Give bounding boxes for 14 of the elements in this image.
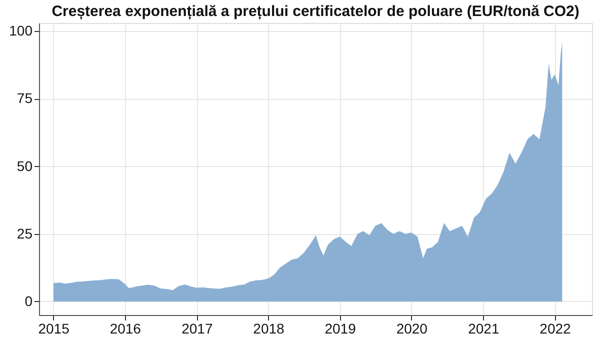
y-tick-label: 25 [16,225,33,242]
x-tick-label: 2018 [253,320,285,336]
x-tick-label: 2017 [182,320,213,336]
y-tick-label: 50 [16,158,33,174]
y-tick-label: 75 [16,90,33,106]
x-tick-label: 2016 [110,320,142,336]
x-tick-label: 2021 [468,320,500,336]
x-tick-label: 2022 [540,320,572,336]
x-tick-label: 2019 [324,320,356,336]
x-tick-label: 2015 [38,320,70,336]
y-tick-label: 0 [24,292,33,309]
chart-title: Creșterea exponențială a prețului certificatelor de poluare (EUR/tonă CO2) [52,3,580,20]
x-tick-label: 2020 [396,320,428,336]
y-tick-label: 100 [9,22,33,39]
